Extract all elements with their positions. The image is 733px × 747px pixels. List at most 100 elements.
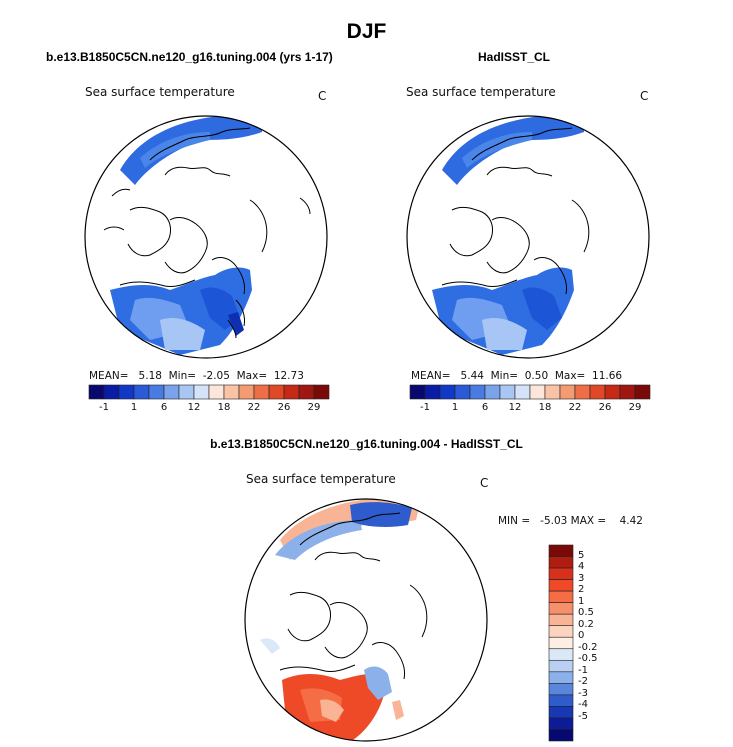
model-run-title: b.e13.B1850C5CN.ne120_g16.tuning.004 (yr…: [46, 50, 333, 64]
colorbar-swatch: [548, 579, 574, 592]
colorbar-swatch: [548, 706, 574, 719]
colorbar-swatch: [548, 544, 574, 557]
colorbar-swatch: [148, 384, 165, 400]
colorbar-tick-label: 5: [578, 549, 585, 561]
colorbar-swatch: [548, 636, 574, 650]
colorbar-swatch: [619, 384, 636, 400]
colorbar-swatch: [529, 384, 546, 400]
diff-colorbar-ticks: 5 4 3 2 1 0.5 0.2 0 -0.2 -0.5 -1 -2 -3 -4 -5: [578, 545, 618, 741]
colorbar-tick-label: 29: [307, 402, 321, 413]
model-colorbar: [88, 384, 330, 400]
colorbar-swatch: [268, 384, 285, 400]
colorbar-swatch: [544, 384, 561, 400]
colorbar-swatch: [424, 384, 441, 400]
colorbar-swatch: [548, 671, 574, 684]
colorbar-tick-label: -0.5: [578, 653, 598, 665]
colorbar-swatch: [574, 384, 591, 400]
colorbar-tick-label: 29: [628, 402, 642, 413]
colorbar-swatch: [548, 625, 574, 638]
model-unit-label: C: [318, 89, 327, 103]
colorbar-swatch: [559, 384, 576, 400]
colorbar-swatch: [548, 729, 574, 742]
colorbar-swatch: [499, 384, 516, 400]
colorbar-tick-label: 4: [578, 561, 585, 573]
colorbar-tick-label: 1: [451, 402, 459, 413]
colorbar-swatch: [484, 384, 501, 400]
model-variable-label: Sea surface temperature: [85, 85, 235, 99]
colorbar-swatch: [548, 602, 574, 615]
colorbar-tick-label: 26: [598, 402, 612, 413]
colorbar-swatch: [634, 384, 651, 400]
colorbar-swatch: [238, 384, 255, 400]
colorbar-tick-label: 18: [217, 402, 231, 413]
colorbar-swatch: [454, 384, 471, 400]
colorbar-swatch: [548, 613, 574, 627]
colorbar-tick-label: -0.2: [578, 641, 598, 653]
model-colorbar-ticks: -1 1 6 12 18 22 26 29: [89, 402, 329, 416]
colorbar-swatch: [193, 384, 210, 400]
colorbar-tick-label: 26: [277, 402, 291, 413]
colorbar-tick-label: -5: [578, 710, 588, 722]
diff-variable-label: Sea surface temperature: [246, 472, 396, 486]
colorbar-tick-label: 1: [130, 402, 138, 413]
colorbar-tick-label: 6: [481, 402, 489, 413]
obs-run-title: HadISST_CL: [478, 50, 551, 64]
colorbar-tick-label: 0: [578, 630, 585, 642]
colorbar-swatch: [223, 384, 240, 400]
obs-unit-label: C: [640, 89, 649, 103]
colorbar-swatch: [133, 384, 150, 400]
colorbar-swatch: [548, 567, 574, 580]
colorbar-swatch: [313, 384, 330, 400]
diff-range-text: MIN = -5.03 MAX = 4.42: [498, 515, 643, 527]
colorbar-tick-label: 0.5: [578, 607, 594, 619]
model-stats: MEAN= 5.18 Min= -2.05 Max= 12.73: [89, 370, 304, 382]
colorbar-swatch: [88, 384, 105, 400]
colorbar-tick-label: 12: [187, 402, 201, 413]
figure-title: DJF: [346, 20, 387, 43]
colorbar-tick-label: -1: [578, 664, 588, 676]
colorbar-swatch: [548, 648, 574, 661]
colorbar-swatch: [409, 384, 426, 400]
colorbar-swatch: [298, 384, 315, 400]
colorbar-tick-label: 22: [568, 402, 582, 413]
obs-stats: MEAN= 5.44 Min= 0.50 Max= 11.66: [411, 370, 623, 382]
obs-colorbar-ticks: -1 1 6 12 18 22 26 29: [410, 402, 650, 416]
obs-variable-label: Sea surface temperature: [406, 85, 556, 99]
colorbar-tick-label: -2: [578, 676, 588, 688]
colorbar-tick-label: 0.2: [578, 618, 594, 630]
colorbar-tick-label: 6: [160, 402, 168, 413]
colorbar-swatch: [548, 590, 574, 603]
colorbar-swatch: [514, 384, 531, 400]
colorbar-swatch: [548, 717, 574, 730]
diff-colorbar: [548, 544, 574, 742]
colorbar-tick-label: -1: [99, 402, 109, 413]
colorbar-swatch: [548, 659, 574, 673]
colorbar-tick-label: 18: [538, 402, 552, 413]
colorbar-swatch: [253, 384, 270, 400]
obs-colorbar: [409, 384, 651, 400]
colorbar-swatch: [208, 384, 225, 400]
colorbar-swatch: [548, 556, 574, 569]
colorbar-swatch: [548, 683, 574, 696]
colorbar-swatch: [118, 384, 135, 400]
colorbar-swatch: [548, 694, 574, 707]
colorbar-swatch: [469, 384, 486, 400]
colorbar-swatch: [283, 384, 300, 400]
colorbar-swatch: [439, 384, 456, 400]
colorbar-tick-label: 2: [578, 584, 585, 596]
colorbar-tick-label: -3: [578, 687, 588, 699]
colorbar-swatch: [604, 384, 621, 400]
colorbar-tick-label: -1: [420, 402, 430, 413]
colorbar-tick-label: -4: [578, 699, 588, 711]
colorbar-swatch: [103, 384, 120, 400]
diff-run-title: b.e13.B1850C5CN.ne120_g16.tuning.004 - H…: [210, 437, 523, 451]
colorbar-tick-label: 12: [508, 402, 522, 413]
colorbar-tick-label: 3: [578, 572, 585, 584]
colorbar-swatch: [163, 384, 180, 400]
colorbar-tick-label: 22: [247, 402, 261, 413]
colorbar-tick-label: 1: [578, 595, 585, 607]
colorbar-swatch: [589, 384, 606, 400]
colorbar-swatch: [178, 384, 195, 400]
diff-unit-label: C: [480, 476, 489, 490]
